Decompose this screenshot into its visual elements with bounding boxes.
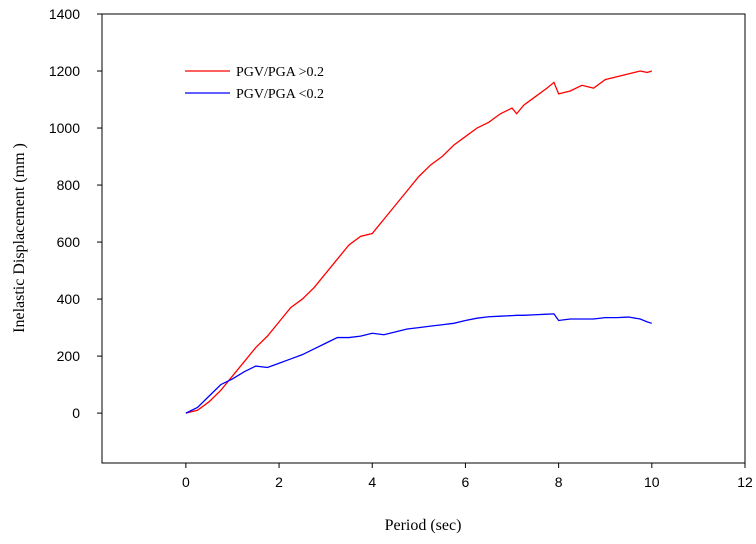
x-tick-label: 4 [368, 474, 376, 490]
data-line [185, 70, 653, 414]
legend-label: PGV/PGA <0.2 [236, 87, 324, 102]
x-tick-label: 8 [555, 474, 563, 490]
y-tick-label: 1200 [49, 63, 80, 79]
x-axis-label: Period (sec) [385, 517, 462, 534]
y-tick-label: 600 [57, 234, 81, 250]
y-axis-label: Inelastic Displacement (mm ) [11, 143, 28, 333]
data-line [185, 313, 653, 414]
y-tick-label: 1000 [49, 120, 80, 136]
y-tick-label: 400 [57, 291, 81, 307]
y-tick-label: 200 [57, 348, 81, 364]
y-tick-label: 0 [72, 405, 80, 421]
x-tick-label: 12 [737, 474, 753, 490]
x-tick-label: 2 [275, 474, 283, 490]
plot-frame [101, 13, 746, 464]
x-tick-label: 0 [182, 474, 190, 490]
x-tick-label: 10 [644, 474, 660, 490]
y-tick-label: 800 [57, 177, 81, 193]
legend-label: PGV/PGA >0.2 [236, 65, 324, 80]
y-tick-label: 1400 [49, 6, 80, 22]
x-tick-label: 6 [462, 474, 470, 490]
